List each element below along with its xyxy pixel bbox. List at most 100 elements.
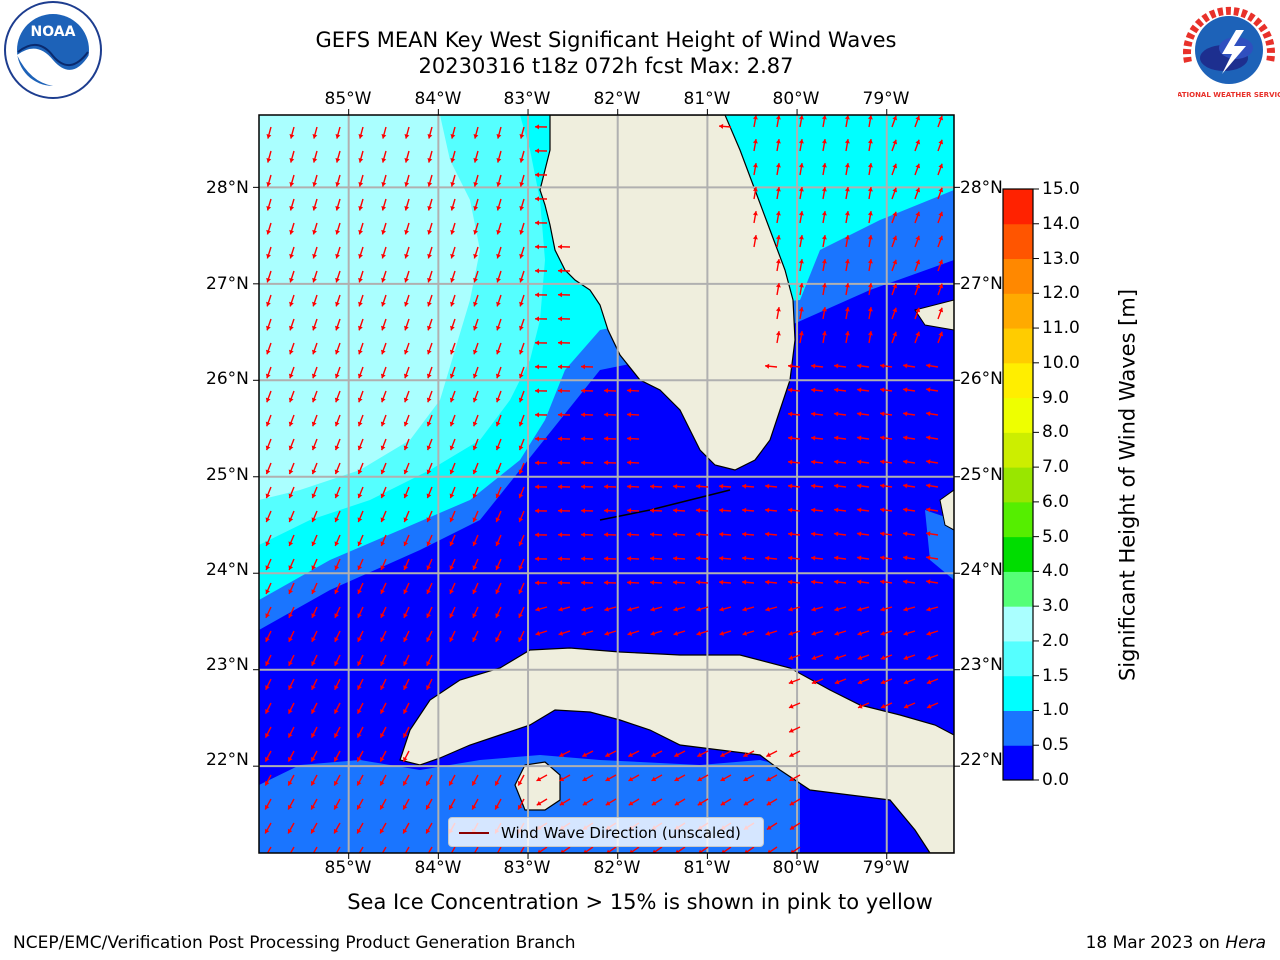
wave-arrow-head: [938, 235, 944, 241]
wave-arrow-head: [821, 115, 827, 120]
wave-arrow-head: [844, 163, 850, 168]
wave-arrow-head: [450, 253, 455, 259]
wave-arrow-head: [357, 685, 362, 690]
wave-arrow-head: [449, 469, 455, 475]
wave-arrow-head: [311, 709, 316, 714]
wave-arrow-head: [357, 661, 362, 666]
wave-arrow-head: [558, 292, 563, 298]
wave-arrow-head: [719, 631, 725, 636]
wave-arrow-head: [265, 421, 271, 427]
wave-arrow-head: [743, 776, 749, 782]
wave-arrow-head: [857, 679, 863, 685]
wave-arrow-head: [310, 804, 316, 810]
wave-arrow-head: [650, 631, 656, 636]
wave-arrow-head: [288, 421, 294, 427]
wave-arrow-head: [857, 507, 862, 513]
wave-arrow-head: [380, 613, 385, 618]
wave-arrow-head: [312, 181, 318, 187]
wave-arrow-head: [880, 606, 885, 612]
wave-arrow-head: [821, 235, 827, 240]
wave-arrow-head: [604, 412, 609, 418]
wave-arrow-head: [581, 532, 586, 538]
wave-arrow-head: [496, 134, 502, 139]
wave-arrow-head: [775, 139, 781, 144]
wave-arrow-head: [857, 459, 862, 465]
wave-arrow-head: [698, 849, 703, 853]
wave-arrow-head: [335, 277, 340, 283]
lat-label-left-26n: 26°N: [206, 369, 249, 389]
wave-arrow-head: [627, 508, 632, 514]
wave-arrow-head: [335, 134, 341, 139]
wave-arrow-head: [892, 235, 898, 241]
wave-arrow-head: [404, 325, 409, 331]
wave-arrow-head: [519, 229, 525, 235]
wave-arrow-head: [380, 493, 386, 499]
wave-arrow-head: [926, 631, 932, 636]
wave-arrow-head: [495, 373, 501, 379]
wave-arrow-head: [335, 301, 340, 307]
wave-arrow-head: [357, 756, 362, 762]
wave-arrow-head: [265, 613, 270, 618]
wave-arrow-head: [880, 631, 886, 636]
wave-arrow-head: [519, 301, 524, 307]
wave-arrow-head: [335, 158, 341, 163]
wave-arrow-head: [775, 115, 781, 120]
wave-arrow-head: [651, 776, 657, 782]
wave-arrow-head: [821, 211, 827, 216]
wave-arrow-head: [450, 277, 455, 283]
colorbar-segment: [1003, 223, 1033, 260]
wave-arrow-head: [472, 565, 478, 570]
wave-arrow-head: [312, 158, 318, 163]
wave-arrow-head: [266, 277, 271, 283]
wave-arrow-head: [380, 661, 385, 666]
wave-arrow-head: [696, 555, 701, 561]
wave-arrow-head: [798, 211, 804, 216]
wave-arrow-head: [673, 555, 678, 561]
lon-label-bottom-84w: 84°W: [414, 858, 462, 878]
wave-arrow-head: [834, 483, 839, 489]
wave-arrow-head: [675, 849, 680, 853]
wave-arrow-head: [867, 307, 873, 312]
wave-arrow-head: [535, 436, 540, 442]
wave-arrow-head: [651, 752, 657, 757]
wave-arrow-head: [449, 397, 455, 403]
wave-arrow-head: [938, 115, 944, 121]
wave-arrow-head: [788, 483, 793, 489]
wave-arrow-head: [473, 229, 479, 235]
wave-arrow-head: [788, 703, 794, 709]
wave-arrow-head: [821, 307, 827, 312]
wave-arrow-head: [519, 181, 525, 187]
wave-arrow-head: [450, 301, 455, 307]
wave-arrow-head: [938, 211, 944, 217]
lon-label-bottom-83w: 83°W: [503, 858, 551, 878]
wave-arrow-head: [380, 756, 385, 762]
wave-arrow-head: [265, 469, 271, 475]
wave-arrow-head: [334, 732, 339, 738]
colorbar-segment: [1003, 536, 1033, 572]
wave-arrow-head: [289, 181, 295, 187]
wave-arrow-head: [495, 780, 500, 786]
wave-arrow-head: [289, 301, 294, 307]
wave-arrow-head: [403, 397, 409, 403]
wave-arrow-head: [766, 752, 772, 757]
wave-arrow-head: [427, 134, 433, 139]
wave-arrow-head: [334, 445, 340, 451]
wave-arrow-head: [265, 493, 271, 499]
legend-label: Wind Wave Direction (unscaled): [501, 824, 741, 842]
colorbar-tick-label: 3.0: [1042, 596, 1070, 617]
wave-arrow-head: [811, 606, 816, 612]
wave-arrow-head: [628, 776, 634, 782]
wave-arrow-head: [265, 541, 271, 547]
wave-arrow-head: [380, 709, 385, 714]
wave-arrow-head: [844, 187, 850, 192]
wave-arrow-head: [880, 411, 885, 417]
wave-arrow-head: [535, 268, 540, 274]
wave-arrow-head: [867, 187, 873, 192]
wave-arrow-head: [558, 532, 563, 538]
wave-arrow-head: [289, 277, 294, 283]
wave-arrow-head: [335, 325, 340, 331]
wave-arrow-head: [311, 517, 317, 523]
wave-arrow-head: [582, 800, 588, 806]
wave-arrow-head: [938, 139, 944, 145]
wave-arrow-head: [334, 469, 340, 475]
